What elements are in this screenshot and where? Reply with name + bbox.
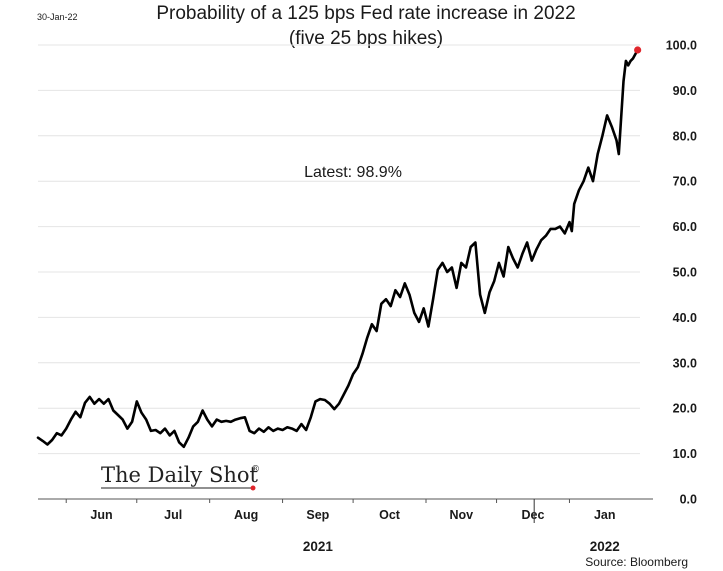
latest-point [634,46,642,54]
y-tick-label: 80.0 [673,129,697,143]
x-axis-ticks: Jun Jul Aug Sep Oct Nov Dec Jan [65,499,616,522]
watermark: The Daily Shot ® [101,463,260,491]
year-labels: 2021 2022 [303,539,620,554]
y-tick-label: 40.0 [673,311,697,325]
chart-title: Probability of a 125 bps Fed rate increa… [156,3,575,24]
y-tick-label: 100.0 [666,39,697,53]
year-label: 2022 [590,539,620,554]
x-tick-label: Jul [164,508,182,522]
y-tick-label: 60.0 [673,220,697,234]
y-tick-label: 10.0 [673,447,697,461]
gridlines [38,44,640,455]
series-line [36,48,639,449]
y-tick-label: 20.0 [673,402,697,416]
x-tick-label: Jun [90,508,112,522]
y-tick-label: 70.0 [673,175,697,189]
x-tick-label: Jan [594,508,616,522]
x-tick-label: Nov [449,508,473,522]
latest-annotation: Latest: 98.9% [304,164,402,181]
y-axis-ticks: 0.0 10.0 20.0 30.0 40.0 50.0 60.0 70.0 80.0 90.0 1… [666,39,697,507]
watermark-dot [250,485,256,491]
y-tick-label: 50.0 [673,266,697,280]
watermark-text: The Daily Shot [101,463,259,487]
x-tick-label: Sep [306,508,329,522]
y-tick-label: 90.0 [673,84,697,98]
source-note: Source: Bloomberg [585,555,688,569]
y-tick-label: 0.0 [680,493,697,507]
chart-subtitle: (five 25 bps hikes) [289,28,443,49]
x-tick-label: Aug [234,508,258,522]
x-tick-label: Oct [379,508,401,522]
date-stamp: 30-Jan-22 [37,12,78,22]
y-tick-label: 30.0 [673,356,697,370]
year-label: 2021 [303,539,334,554]
x-tick-label: Dec [522,508,545,522]
registered-mark: ® [251,465,260,475]
